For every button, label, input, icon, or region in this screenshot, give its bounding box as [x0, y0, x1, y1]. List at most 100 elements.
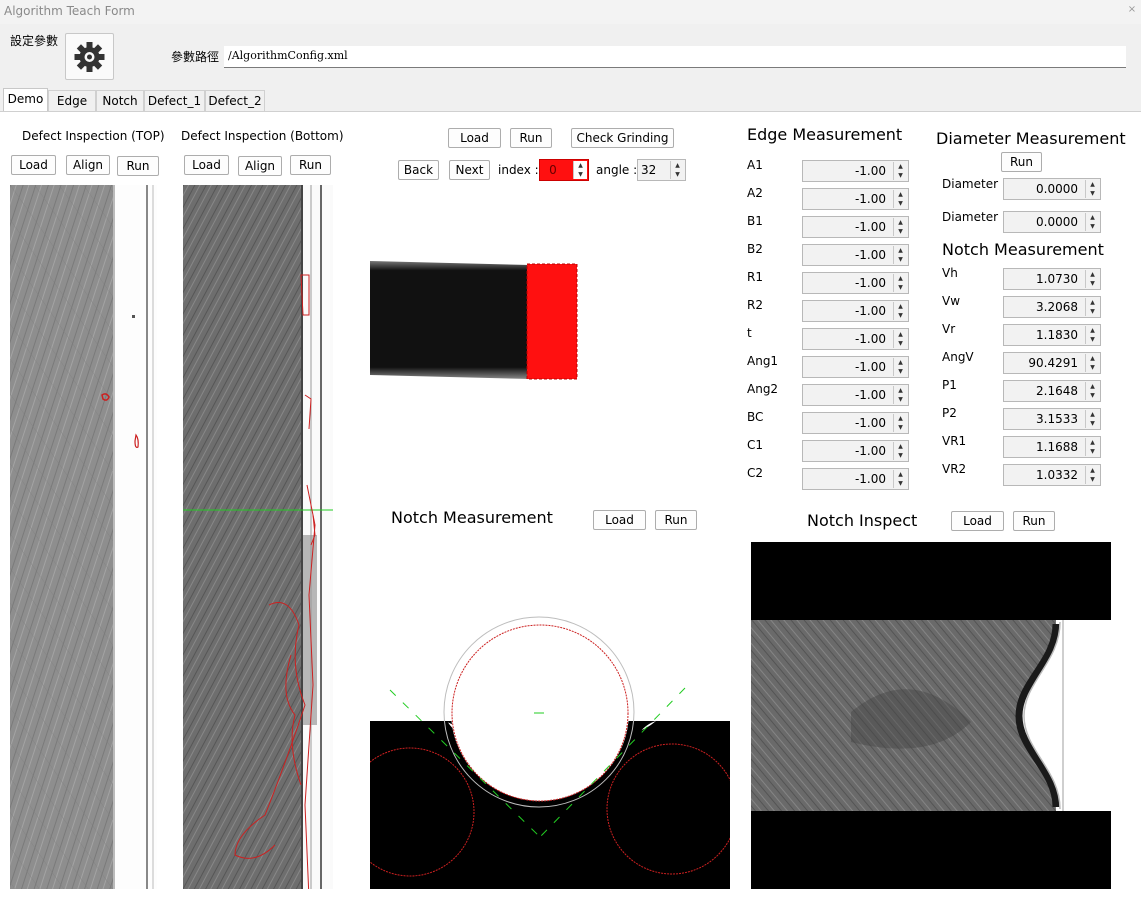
- notch-measurement-run-button[interactable]: Run: [655, 510, 697, 530]
- edge-row-a2-value: -1.00: [803, 189, 892, 209]
- window-title: Algorithm Teach Form: [0, 0, 1141, 24]
- edge-row-c2-spinner-arrows[interactable]: ▲ ▼: [893, 470, 907, 488]
- notch-row-p1-value: 2.1648: [1004, 381, 1084, 401]
- notch-inspect-load-button[interactable]: Load: [951, 511, 1004, 531]
- back-button[interactable]: Back: [398, 160, 439, 180]
- diameter-row-1-spinner[interactable]: 0.0000 ▲ ▼: [1003, 178, 1101, 200]
- next-button[interactable]: Next: [449, 160, 490, 180]
- notch-inspect-run-button[interactable]: Run: [1013, 511, 1055, 531]
- diameter-row-1-value: 0.0000: [1004, 179, 1084, 199]
- edge-row-ang2-label: Ang2: [747, 382, 778, 396]
- defect-bottom-load-button[interactable]: Load: [184, 155, 229, 175]
- notch-row-p2-spinner-arrows[interactable]: ▲ ▼: [1085, 410, 1099, 428]
- notch-row-p1-spinner-arrows[interactable]: ▲ ▼: [1085, 382, 1099, 400]
- defect-top-align-button[interactable]: Align: [66, 155, 110, 175]
- notch-row-vh-spinner-arrows[interactable]: ▲ ▼: [1085, 270, 1099, 288]
- diameter-measurement-title: Diameter Measurement: [936, 129, 1126, 148]
- edge-row-a2-spinner-arrows[interactable]: ▲ ▼: [893, 190, 907, 208]
- index-label: index :: [498, 163, 539, 177]
- defect-top-run-button[interactable]: Run: [117, 156, 159, 176]
- edge-row-b1-value: -1.00: [803, 217, 892, 237]
- edge-row-b2-spinner[interactable]: -1.00 ▲ ▼: [802, 244, 909, 266]
- notch-measurement-image: [370, 542, 730, 889]
- close-icon[interactable]: ×: [1126, 4, 1138, 16]
- angle-value: 32: [638, 160, 669, 180]
- defect-bottom-run-button[interactable]: Run: [290, 155, 331, 175]
- settings-label: 設定參數: [10, 32, 58, 49]
- path-input[interactable]: /AlgorithmConfig.xml: [224, 46, 1126, 68]
- edge-row-c2-spinner[interactable]: -1.00 ▲ ▼: [802, 468, 909, 490]
- edge-row-r2-label: R2: [747, 298, 763, 312]
- index-spinner[interactable]: 0 ▲ ▼: [539, 159, 589, 181]
- edge-row-bc-spinner-arrows[interactable]: ▲ ▼: [893, 414, 907, 432]
- edge-row-r1-spinner-arrows[interactable]: ▲ ▼: [893, 274, 907, 292]
- edge-row-a1-spinner-arrows[interactable]: ▲ ▼: [893, 162, 907, 180]
- settings-button[interactable]: [65, 33, 114, 80]
- diameter-row-2-label: Diameter: [942, 210, 998, 224]
- notch-row-vh-spinner[interactable]: 1.0730 ▲ ▼: [1003, 268, 1101, 290]
- tab-edge[interactable]: Edge: [48, 90, 96, 111]
- edge-row-ang2-value: -1.00: [803, 385, 892, 405]
- notch-row-vr1-spinner[interactable]: 1.1688 ▲ ▼: [1003, 436, 1101, 458]
- notch-inspect-title: Notch Inspect: [807, 511, 917, 530]
- notch-row-vr1-spinner-arrows[interactable]: ▲ ▼: [1085, 438, 1099, 456]
- index-spinner-arrows[interactable]: ▲ ▼: [573, 161, 587, 179]
- notch-row-vr-spinner-arrows[interactable]: ▲ ▼: [1085, 326, 1099, 344]
- edge-row-c1-label: C1: [747, 438, 763, 452]
- notch-row-vw-value: 3.2068: [1004, 297, 1084, 317]
- edge-row-ang1-value: -1.00: [803, 357, 892, 377]
- edge-row-r1-spinner[interactable]: -1.00 ▲ ▼: [802, 272, 909, 294]
- check-grinding-button[interactable]: Check Grinding: [571, 128, 674, 148]
- notch-row-p1-label: P1: [942, 378, 957, 392]
- edge-row-b1-spinner-arrows[interactable]: ▲ ▼: [893, 218, 907, 236]
- edge-row-c1-value: -1.00: [803, 441, 892, 461]
- edge-row-c2-value: -1.00: [803, 469, 892, 489]
- defect-bottom-align-button[interactable]: Align: [238, 156, 282, 176]
- notch-row-angv-spinner-arrows[interactable]: ▲ ▼: [1085, 354, 1099, 372]
- edge-row-r2-spinner-arrows[interactable]: ▲ ▼: [893, 302, 907, 320]
- tab-notch[interactable]: Notch: [96, 90, 144, 111]
- edge-row-a1-spinner[interactable]: -1.00 ▲ ▼: [802, 160, 909, 182]
- edge-row-b2-label: B2: [747, 242, 763, 256]
- notch-row-vw-spinner[interactable]: 3.2068 ▲ ▼: [1003, 296, 1101, 318]
- edge-row-ang2-spinner-arrows[interactable]: ▲ ▼: [893, 386, 907, 404]
- defect-top-load-button[interactable]: Load: [11, 155, 56, 175]
- angle-spinner[interactable]: 32 ▲ ▼: [637, 159, 686, 181]
- edge-row-b1-spinner[interactable]: -1.00 ▲ ▼: [802, 216, 909, 238]
- notch-row-vr-label: Vr: [942, 322, 955, 336]
- edge-row-ang1-spinner-arrows[interactable]: ▲ ▼: [893, 358, 907, 376]
- edge-row-b2-spinner-arrows[interactable]: ▲ ▼: [893, 246, 907, 264]
- edge-row-t-spinner[interactable]: -1.00 ▲ ▼: [802, 328, 909, 350]
- edge-row-t-spinner-arrows[interactable]: ▲ ▼: [893, 330, 907, 348]
- angle-spinner-arrows[interactable]: ▲ ▼: [670, 161, 684, 179]
- diameter-row-2-spinner-arrows[interactable]: ▲ ▼: [1085, 213, 1099, 231]
- notch-row-p2-value: 3.1533: [1004, 409, 1084, 429]
- edge-row-bc-spinner[interactable]: -1.00 ▲ ▼: [802, 412, 909, 434]
- notch-row-p2-label: P2: [942, 406, 957, 420]
- notch-row-angv-spinner[interactable]: 90.4291 ▲ ▼: [1003, 352, 1101, 374]
- tab-demo[interactable]: Demo: [3, 88, 48, 112]
- diameter-row-1-spinner-arrows[interactable]: ▲ ▼: [1085, 180, 1099, 198]
- notch-measurement-load-button[interactable]: Load: [593, 510, 646, 530]
- grinding-run-button[interactable]: Run: [510, 128, 552, 148]
- notch-row-vr2-spinner[interactable]: 1.0332 ▲ ▼: [1003, 464, 1101, 486]
- notch-row-vr2-spinner-arrows[interactable]: ▲ ▼: [1085, 466, 1099, 484]
- edge-row-bc-value: -1.00: [803, 413, 892, 433]
- edge-row-c1-spinner-arrows[interactable]: ▲ ▼: [893, 442, 907, 460]
- notch-row-vw-spinner-arrows[interactable]: ▲ ▼: [1085, 298, 1099, 316]
- notch-row-vw-label: Vw: [942, 294, 960, 308]
- diameter-run-button[interactable]: Run: [1001, 152, 1042, 172]
- tab-defect-1[interactable]: Defect_1: [144, 90, 205, 111]
- edge-row-r2-spinner[interactable]: -1.00 ▲ ▼: [802, 300, 909, 322]
- edge-row-ang2-spinner[interactable]: -1.00 ▲ ▼: [802, 384, 909, 406]
- notch-row-p2-spinner[interactable]: 3.1533 ▲ ▼: [1003, 408, 1101, 430]
- edge-row-ang1-spinner[interactable]: -1.00 ▲ ▼: [802, 356, 909, 378]
- tab-defect-2[interactable]: Defect_2: [205, 90, 265, 111]
- grinding-load-button[interactable]: Load: [448, 128, 501, 148]
- notch-row-p1-spinner[interactable]: 2.1648 ▲ ▼: [1003, 380, 1101, 402]
- edge-row-c1-spinner[interactable]: -1.00 ▲ ▼: [802, 440, 909, 462]
- edge-row-a2-spinner[interactable]: -1.00 ▲ ▼: [802, 188, 909, 210]
- defect-top-title: Defect Inspection (TOP): [22, 129, 165, 143]
- diameter-row-2-spinner[interactable]: 0.0000 ▲ ▼: [1003, 211, 1101, 233]
- notch-row-vr-spinner[interactable]: 1.1830 ▲ ▼: [1003, 324, 1101, 346]
